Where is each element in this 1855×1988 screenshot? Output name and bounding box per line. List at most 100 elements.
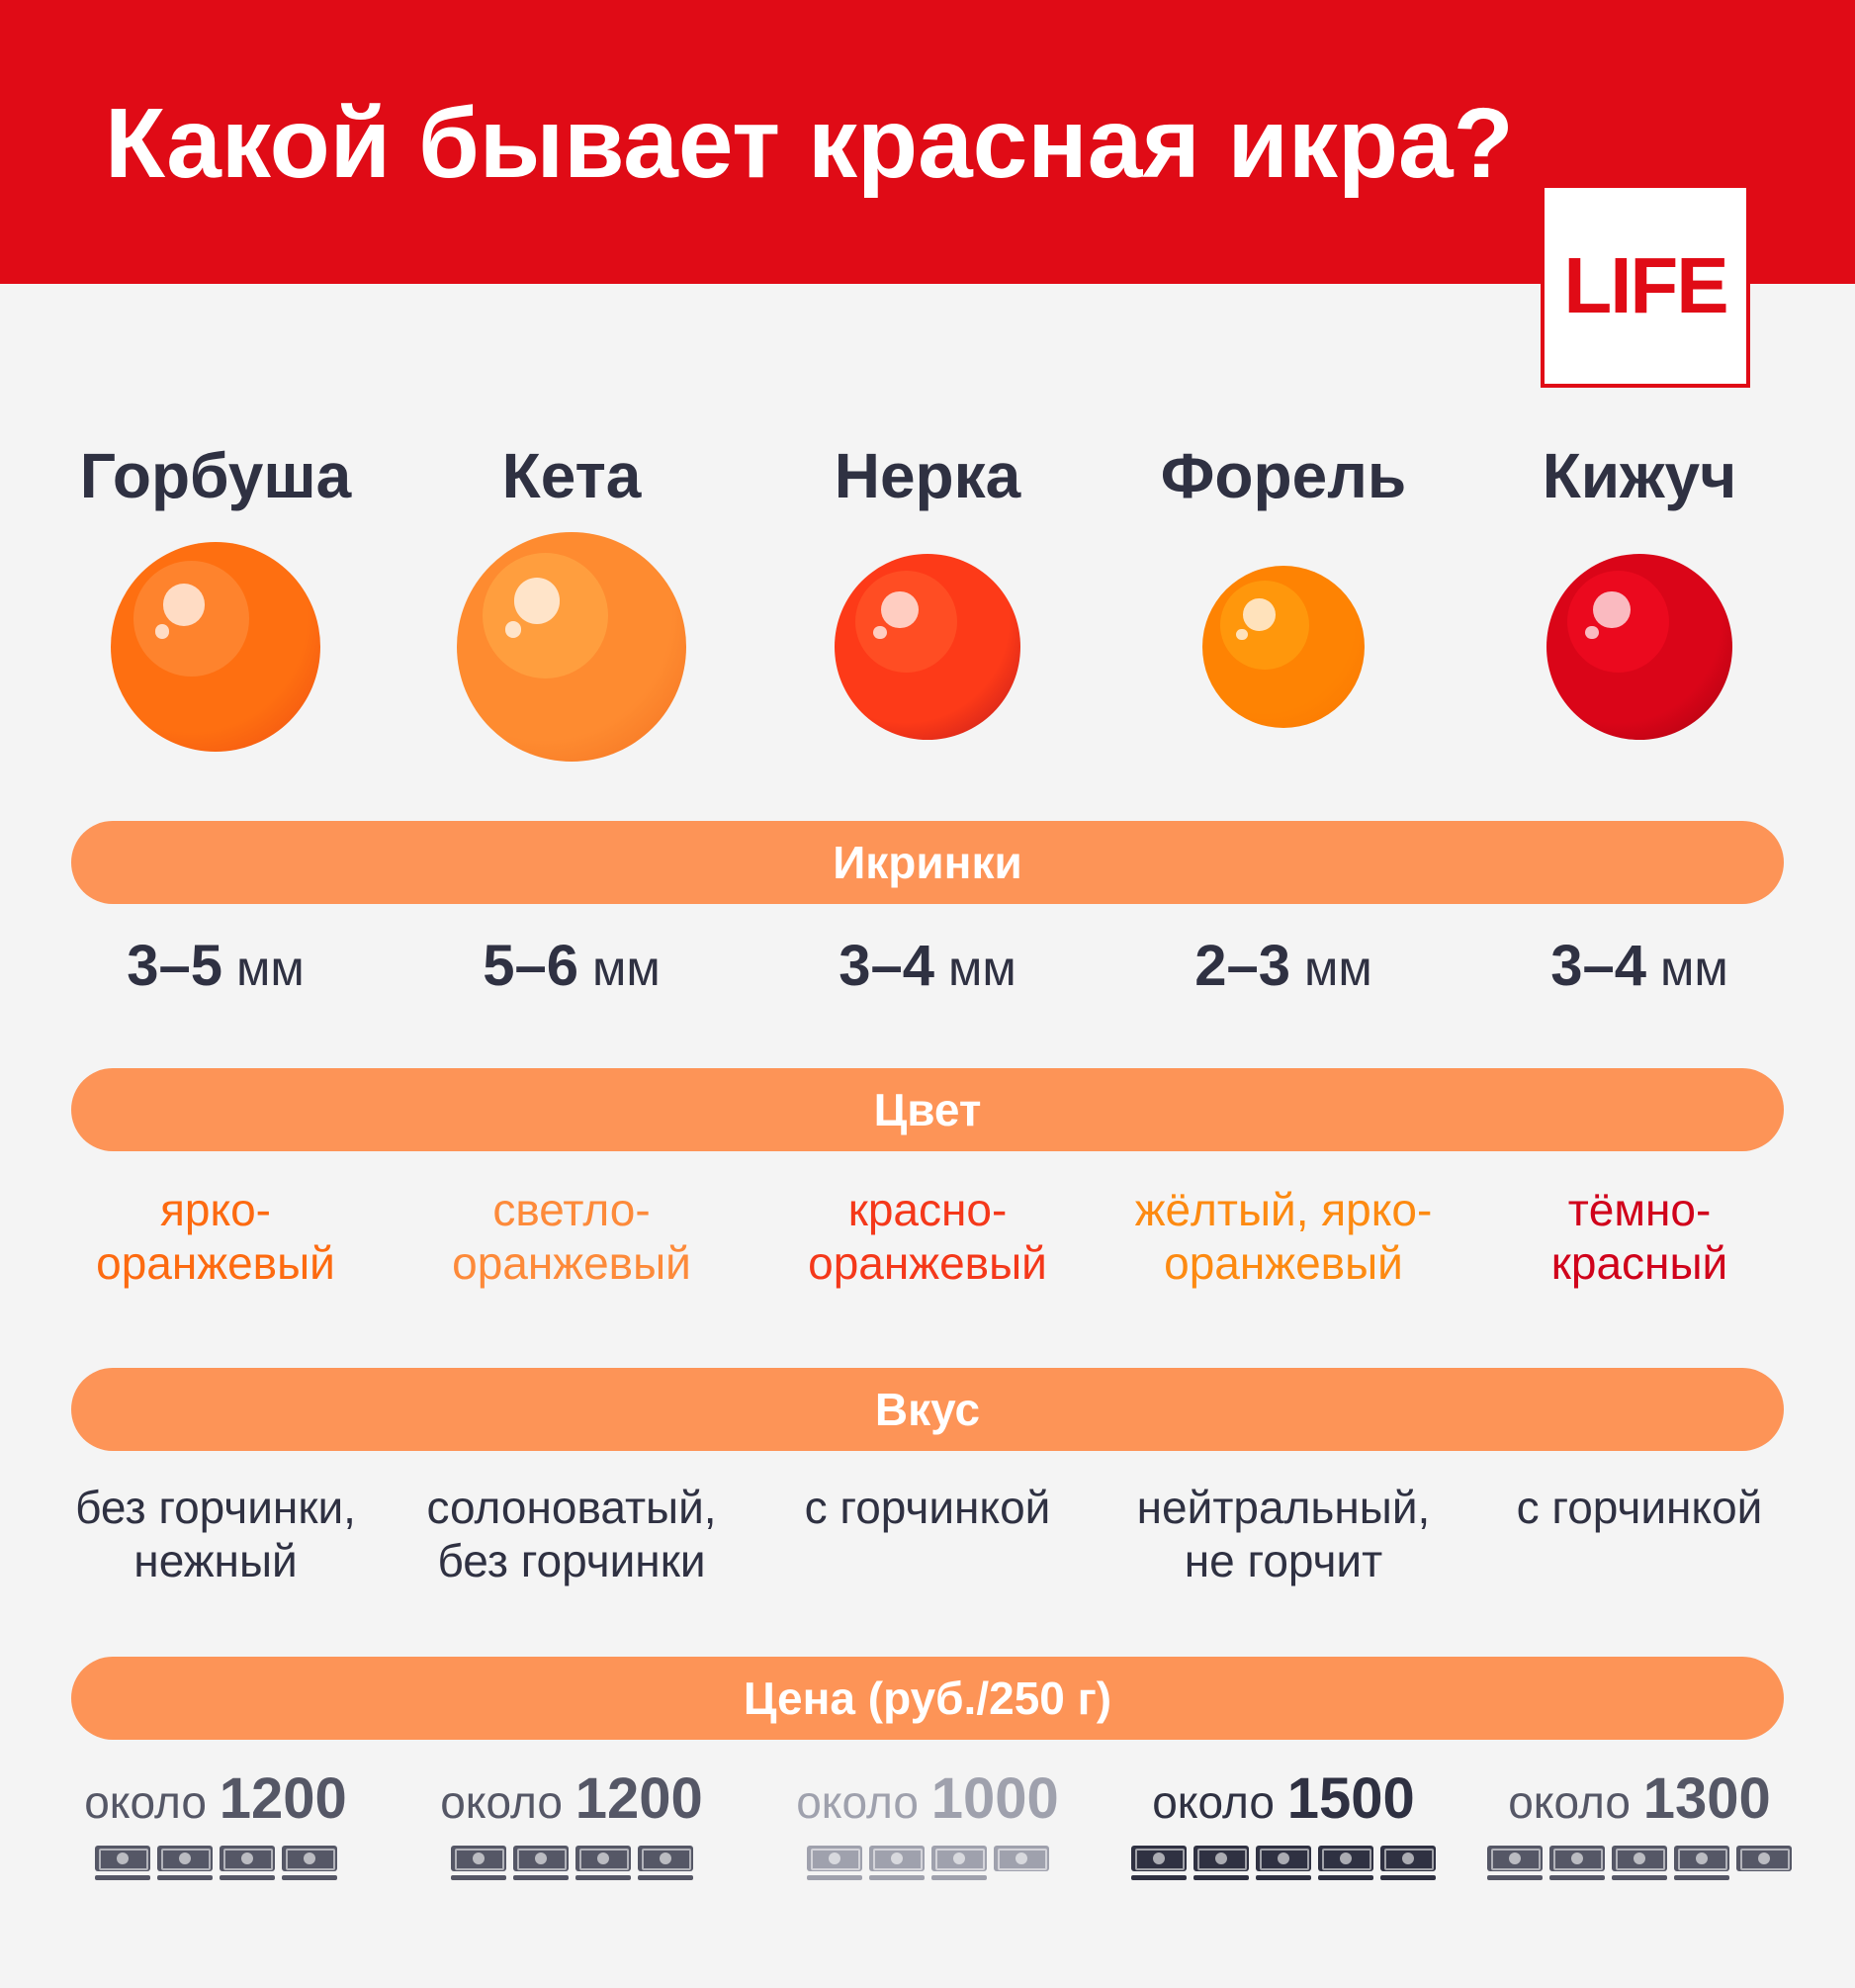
fish-name: Форель [1160, 440, 1407, 511]
egg-color-text: тёмно-красный [1461, 1183, 1817, 1290]
egg-size-value: 5–6 [483, 934, 579, 998]
price: около 1500 [1105, 1765, 1461, 1832]
egg-size: 3–4 мм [750, 933, 1105, 999]
price-value: 1500 [1286, 1766, 1415, 1831]
caviar-egg-icon [1546, 554, 1732, 740]
caviar-egg-icon [1202, 566, 1365, 728]
banknote-icon [1193, 1846, 1249, 1881]
banknote-icon [1674, 1846, 1729, 1881]
taste-line: нейтральный, [1136, 1482, 1431, 1533]
egg-size-value: 3–4 [839, 934, 935, 998]
egg-color-line: тёмно- [1567, 1184, 1712, 1235]
egg-color-line: красный [1550, 1237, 1728, 1289]
taste-line: нежный [133, 1535, 298, 1586]
price: около 1200 [394, 1765, 750, 1832]
egg-size-value: 2–3 [1194, 934, 1291, 998]
banknote-icon [574, 1846, 631, 1881]
taste-text: с горчинкой [1461, 1481, 1817, 1534]
taste-line: солоноватый, [426, 1482, 717, 1533]
taste-text: без горчинки, нежный [38, 1481, 394, 1587]
price-money-icons [1131, 1846, 1436, 1881]
fish-name: Нерка [834, 440, 1021, 511]
price-value: 1200 [574, 1766, 703, 1831]
egg-size-unit: мм [1659, 941, 1728, 996]
life-logo: LIFE [1541, 184, 1750, 388]
price-value: 1000 [930, 1766, 1059, 1831]
price: около 1000 [750, 1765, 1105, 1832]
price-prefix: около [440, 1776, 563, 1828]
banknote-icon [156, 1846, 213, 1881]
section-band-size: Икринки [71, 821, 1784, 904]
banknote-icon [930, 1846, 987, 1881]
taste-line: с горчинкой [1516, 1482, 1763, 1533]
banknote-icon [1736, 1846, 1792, 1881]
banknote-icon [1612, 1846, 1667, 1881]
banknote-icon [1380, 1846, 1436, 1881]
egg-color-text: жёлтый, ярко-оранжевый [1105, 1183, 1461, 1290]
taste-line: без горчинки [437, 1535, 706, 1586]
caviar-egg-icon [835, 554, 1020, 740]
price-money-icons [1487, 1846, 1792, 1881]
fish-name: Кета [501, 440, 642, 511]
egg-size: 3–5 мм [38, 933, 394, 999]
egg-size-unit: мм [235, 941, 305, 996]
price-money-icons [94, 1846, 337, 1881]
banknote-icon [1487, 1846, 1543, 1881]
egg-size: 3–4 мм [1461, 933, 1817, 999]
price-value: 1200 [219, 1766, 347, 1831]
price: около 1200 [38, 1765, 394, 1832]
price-prefix: около [796, 1776, 919, 1828]
banknote-icon [1256, 1846, 1311, 1881]
egg-color-text: красно-оранжевый [750, 1183, 1105, 1290]
egg-color-line: оранжевый [96, 1237, 335, 1289]
banknote-icon [806, 1846, 862, 1881]
egg-color-text: светло-оранжевый [394, 1183, 750, 1290]
fish-name: Горбуша [79, 440, 352, 511]
section-band-price: Цена (руб./250 г) [71, 1657, 1784, 1740]
egg-color-text: ярко-оранжевый [38, 1183, 394, 1290]
price-prefix: около [84, 1776, 207, 1828]
egg-size-unit: мм [591, 941, 661, 996]
caviar-egg-icon [457, 532, 686, 762]
egg-color-line: жёлтый, ярко- [1134, 1184, 1433, 1235]
section-band-color: Цвет [71, 1068, 1784, 1151]
egg-size-unit: мм [1303, 941, 1372, 996]
egg-color-line: оранжевый [1164, 1237, 1403, 1289]
price-money-icons [450, 1846, 693, 1881]
price-prefix: около [1508, 1776, 1631, 1828]
taste-text: солоноватый, без горчинки [394, 1481, 750, 1587]
taste-text: с горчинкой [750, 1481, 1105, 1534]
section-band-taste: Вкус [71, 1368, 1784, 1451]
banknote-icon [868, 1846, 925, 1881]
banknote-icon [1131, 1846, 1187, 1881]
egg-size: 2–3 мм [1105, 933, 1461, 999]
taste-line: не горчит [1184, 1535, 1383, 1586]
egg-size-value: 3–4 [1550, 934, 1647, 998]
banknote-icon [281, 1846, 337, 1881]
taste-line: без горчинки, [75, 1482, 356, 1533]
egg-color-line: красно- [847, 1184, 1008, 1235]
price-prefix: около [1152, 1776, 1275, 1828]
banknote-icon [219, 1846, 275, 1881]
egg-color-line: оранжевый [808, 1237, 1047, 1289]
egg-size-unit: мм [947, 941, 1016, 996]
page-title: Какой бывает красная икра? [105, 88, 1514, 199]
taste-text: нейтральный, не горчит [1105, 1481, 1461, 1587]
header-banner: Какой бывает красная икра? [0, 0, 1855, 284]
fish-name: Кижуч [1542, 440, 1737, 511]
banknote-icon [993, 1846, 1049, 1881]
egg-size-value: 3–5 [127, 934, 223, 998]
caviar-egg-icon [111, 542, 320, 752]
egg-color-line: светло- [492, 1184, 651, 1235]
egg-color-line: оранжевый [452, 1237, 691, 1289]
banknote-icon [512, 1846, 569, 1881]
price-money-icons [806, 1846, 1049, 1881]
banknote-icon [1549, 1846, 1605, 1881]
egg-size: 5–6 мм [394, 933, 750, 999]
taste-line: с горчинкой [804, 1482, 1051, 1533]
banknote-icon [94, 1846, 150, 1881]
price: около 1300 [1461, 1765, 1817, 1832]
price-value: 1300 [1642, 1766, 1771, 1831]
egg-color-line: ярко- [159, 1184, 272, 1235]
banknote-icon [450, 1846, 506, 1881]
